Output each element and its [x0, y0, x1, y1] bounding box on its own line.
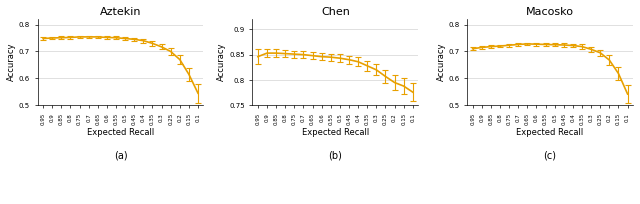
Text: (a): (a)	[114, 150, 127, 160]
Y-axis label: Accuracy: Accuracy	[436, 43, 445, 81]
Title: Chen: Chen	[321, 7, 350, 17]
X-axis label: Expected Recall: Expected Recall	[301, 128, 369, 137]
Text: (c): (c)	[543, 150, 557, 160]
Y-axis label: Accuracy: Accuracy	[7, 43, 16, 81]
Y-axis label: Accuracy: Accuracy	[218, 43, 227, 81]
Title: Macosko: Macosko	[526, 7, 574, 17]
Text: (b): (b)	[328, 150, 342, 160]
Title: Aztekin: Aztekin	[100, 7, 141, 17]
X-axis label: Expected Recall: Expected Recall	[516, 128, 584, 137]
X-axis label: Expected Recall: Expected Recall	[87, 128, 154, 137]
